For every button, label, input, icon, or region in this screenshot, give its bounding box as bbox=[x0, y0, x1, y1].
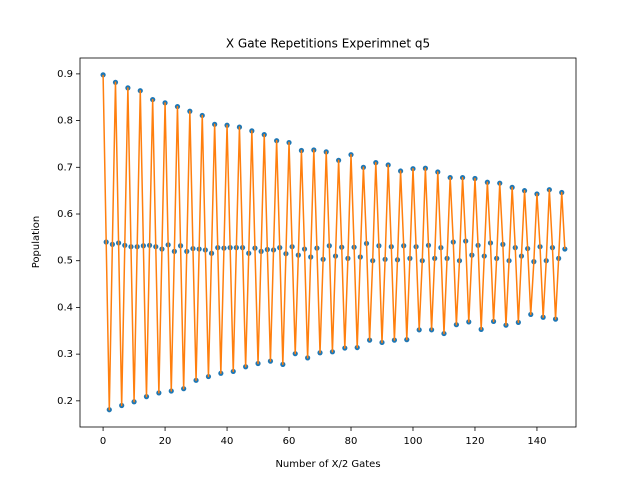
x-tick-label: 20 bbox=[159, 436, 172, 447]
x-tick-label: 40 bbox=[221, 436, 234, 447]
x-tick-label: 120 bbox=[465, 436, 484, 447]
x-tick-label: 100 bbox=[403, 436, 422, 447]
x-tick-label: 0 bbox=[100, 436, 106, 447]
y-tick-label: 0.2 bbox=[57, 396, 73, 407]
y-tick-label: 0.9 bbox=[57, 69, 73, 80]
y-tick-label: 0.5 bbox=[57, 256, 73, 267]
x-axis-label: Number of X/2 Gates bbox=[275, 459, 380, 470]
y-tick-label: 0.8 bbox=[57, 116, 73, 127]
y-tick-label: 0.4 bbox=[57, 302, 73, 313]
x-tick-label: 80 bbox=[345, 436, 358, 447]
y-tick-label: 0.7 bbox=[57, 162, 73, 173]
y-tick-label: 0.6 bbox=[57, 209, 73, 220]
data-line bbox=[102, 74, 566, 411]
x-tick-label: 60 bbox=[283, 436, 296, 447]
plot-frame bbox=[79, 57, 577, 428]
data-point bbox=[100, 72, 106, 78]
y-axis-label: Population bbox=[31, 216, 42, 269]
chart-title: X Gate Repetitions Experimnet q5 bbox=[226, 37, 430, 51]
y-tick-label: 0.3 bbox=[57, 349, 73, 360]
x-tick-label: 140 bbox=[527, 436, 546, 447]
